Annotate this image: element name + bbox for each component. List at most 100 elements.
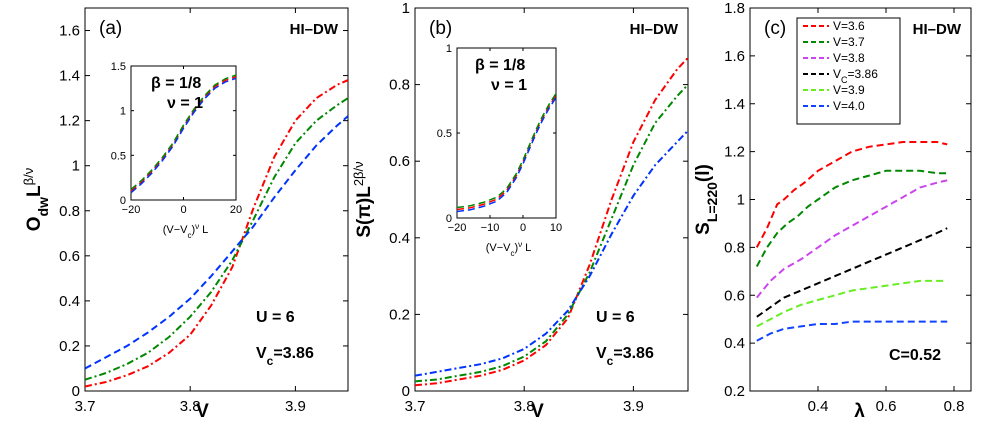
y-tick-label: 0.6 — [59, 248, 80, 265]
y-tick-label: 0.8 — [724, 239, 745, 256]
y-tick-label: 1.4 — [59, 68, 80, 85]
plot-frame — [414, 7, 689, 392]
series-line-v-3-6 — [755, 141, 948, 248]
series-group — [415, 57, 688, 387]
x-axis-label: V — [196, 401, 209, 422]
inset-xlabel-sup: ν — [518, 240, 522, 249]
inset-xlabel-tail: ) — [514, 242, 518, 254]
ylabel-tail: L — [24, 185, 45, 197]
x-tick-label: −20 — [448, 222, 467, 234]
legend-label-sub: C — [841, 75, 848, 85]
inset-xlabel-sup: ν — [195, 222, 199, 231]
y-tick-label: 1 — [120, 106, 126, 118]
legend-label: V=3.6 — [833, 19, 865, 33]
inset-collapse-curve — [130, 75, 237, 192]
series-line-green — [85, 97, 348, 381]
x-tick-label: −10 — [481, 222, 500, 234]
x-tick-label: 3.7 — [405, 398, 426, 415]
plot-frame — [84, 7, 349, 392]
legend-entry: V=3.8 — [833, 51, 865, 65]
panel-b: 3.7 3.8 3.9 0 0.2 0.4 0.6 0.8 1 (b) HI–DW V S(π)L2β/… — [351, 0, 689, 422]
vc-main: V — [256, 345, 267, 362]
ylabel-main: S(π)L — [354, 186, 375, 238]
series-group — [85, 79, 348, 388]
y-axis-label: SL=220(l) — [693, 164, 720, 235]
vc-tail: =3.86 — [273, 345, 314, 362]
inset-frame — [130, 65, 237, 201]
legend-entry: VC=3.86 — [833, 67, 878, 85]
inset-xlabel-tail: ) — [191, 224, 195, 236]
legend-label: V=3.8 — [833, 51, 865, 65]
y-tick-label: 0.2 — [389, 306, 410, 323]
legend-label: V=4.0 — [833, 99, 865, 113]
panel-c: 0.4 0.6 0.8 0.2 0.4 0.6 0.8 1 1.2 1.4 1.6 1.8 (c) HI–… — [693, 0, 972, 422]
y-tick-label: 0 — [402, 383, 410, 400]
series-line-blue — [415, 129, 688, 377]
ylabel-sub: dw — [35, 197, 51, 217]
inset-collapse-curve — [456, 95, 557, 211]
y-tick-label: 1.6 — [59, 23, 80, 40]
ylabel-sup: β/ν — [21, 168, 36, 186]
y-tick-label: 1.2 — [59, 113, 80, 130]
panel-a: 3.7 3.8 3.9 0 0.2 0.4 0.6 0.8 1 1.2 1.4 1.6 (a) HI–DW… — [21, 7, 349, 422]
legend-label-tail: =3.86 — [848, 67, 879, 81]
x-tick-label: 20 — [230, 204, 242, 216]
x-axis-label: λ — [854, 401, 865, 422]
y-tick-label: 1.8 — [724, 0, 745, 17]
series-line-v-4-0 — [756, 320, 948, 342]
legend-label: V — [833, 67, 841, 81]
vc-sub: c — [267, 354, 274, 368]
vc-sub: c — [607, 354, 614, 368]
x-tick-label: 3.7 — [75, 398, 96, 415]
inset-x-axis-label: (V−Vc)ν L — [163, 222, 209, 240]
ylabel-main: O — [24, 216, 45, 231]
inset-collapse-curve — [456, 97, 557, 213]
c-value-label: C=0.52 — [889, 347, 941, 364]
vc-main: V — [596, 345, 607, 362]
series-line-v-3-8 — [756, 179, 948, 299]
y-tick-label: 0.5 — [111, 150, 126, 162]
y-tick-label: 0.8 — [389, 77, 410, 94]
panel-label: (b) — [429, 18, 452, 39]
x-tick-label: 3.9 — [623, 398, 644, 415]
panel-label: (c) — [764, 18, 786, 39]
inset-xlabel-sub: c — [187, 231, 191, 240]
legend-entry: V=3.9 — [833, 83, 865, 97]
inset-collapse-curve — [130, 74, 237, 191]
u-value-label: U = 6 — [596, 309, 635, 326]
y-axis-label: OdwLβ/ν — [21, 168, 52, 231]
y-tick-label: 1 — [402, 0, 410, 17]
ylabel-tail: (l) — [693, 164, 714, 182]
u-value-label: U = 6 — [256, 309, 295, 326]
x-tick-label: 0.4 — [808, 398, 829, 415]
x-tick-label: 3.8 — [180, 398, 201, 415]
y-tick-label: 0 — [120, 195, 126, 207]
x-tick-label: 0 — [180, 204, 186, 216]
inset-xlabel-end: L — [199, 224, 208, 236]
x-tick-label: −20 — [122, 204, 141, 216]
legend-label: V=3.7 — [833, 35, 865, 49]
vc-tail: =3.86 — [613, 345, 654, 362]
series-line-v-3-9 — [756, 279, 948, 328]
y-tick-label: 0.2 — [59, 338, 80, 355]
vc-value-label: Vc=3.86 — [596, 345, 654, 368]
y-tick-label: 1 — [446, 43, 452, 55]
series-line-blue — [85, 115, 348, 370]
y-tick-label: 0.6 — [389, 153, 410, 170]
y-axis-label: S(π)L2β/ν — [351, 161, 376, 237]
y-tick-label: 0 — [72, 383, 80, 400]
inset-nu-label: ν = 1 — [167, 95, 203, 112]
x-tick-label: 0.8 — [944, 398, 965, 415]
x-tick-label: 3.9 — [285, 398, 306, 415]
panel-label: (a) — [99, 18, 122, 39]
phase-tag: HI–DW — [290, 21, 339, 38]
ylabel-sub: L=220 — [704, 182, 720, 222]
series-line-v-3-7 — [755, 169, 948, 267]
vc-value-label: Vc=3.86 — [256, 345, 314, 368]
y-tick-label: 1 — [737, 192, 745, 209]
x-tick-label: 0.6 — [876, 398, 897, 415]
y-tick-label: 0.2 — [724, 383, 745, 400]
y-tick-label: 0 — [446, 213, 452, 225]
y-tick-label: 0.5 — [437, 128, 452, 140]
